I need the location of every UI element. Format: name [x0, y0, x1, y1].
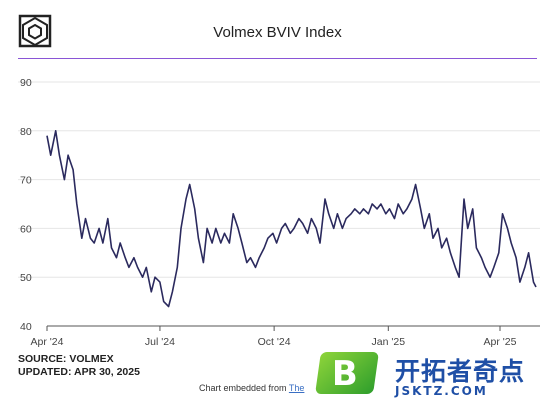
header-divider: [18, 58, 537, 59]
x-axis-ticks: Apr '24 Jul '24 Oct '24 Jan '25 Apr '25: [31, 326, 517, 348]
embed-link[interactable]: The: [288, 383, 305, 393]
x-tick-label: Jan '25: [372, 336, 406, 348]
x-tick-label: Oct '24: [258, 336, 291, 348]
source-note: SOURCE: VOLMEX UPDATED: APR 30, 2025: [18, 353, 140, 379]
bviv-line-chart: 40 50 60 70 80 90 Apr '24 Jul '24 Oct '24 Jan '2…: [18, 77, 540, 348]
cube-logo-icon: [18, 14, 52, 48]
x-tick-label: Apr '24: [31, 336, 64, 348]
chart-header: Volmex BVIV Index: [0, 0, 555, 60]
y-tick-label: 60: [20, 223, 32, 235]
chart-title: Volmex BVIV Index: [213, 24, 342, 41]
grid-lines: [18, 81, 540, 278]
series-line-bviv: [46, 130, 537, 308]
embed-note: Chart embedded from The: [199, 383, 304, 393]
y-tick-label: 70: [20, 175, 32, 187]
watermark-domain: JSKTZ.COM: [395, 384, 488, 398]
updated-label: UPDATED: APR 30, 2025: [18, 366, 140, 378]
y-tick-label: 40: [20, 321, 32, 333]
y-tick-label: 80: [20, 126, 32, 138]
y-axis-ticks: 40 50 60 70 80 90: [20, 77, 32, 333]
source-label: SOURCE: VOLMEX: [18, 353, 114, 365]
watermark-badge: B: [315, 352, 379, 394]
y-tick-label: 50: [20, 272, 32, 284]
watermark-badge-letter: B: [331, 354, 358, 394]
x-tick-label: Jul '24: [145, 336, 175, 348]
y-tick-label: 90: [20, 77, 32, 89]
watermark-name: 开拓者奇点: [395, 357, 526, 386]
embed-prefix: Chart embedded from: [199, 383, 289, 393]
x-tick-label: Apr '25: [484, 336, 517, 348]
